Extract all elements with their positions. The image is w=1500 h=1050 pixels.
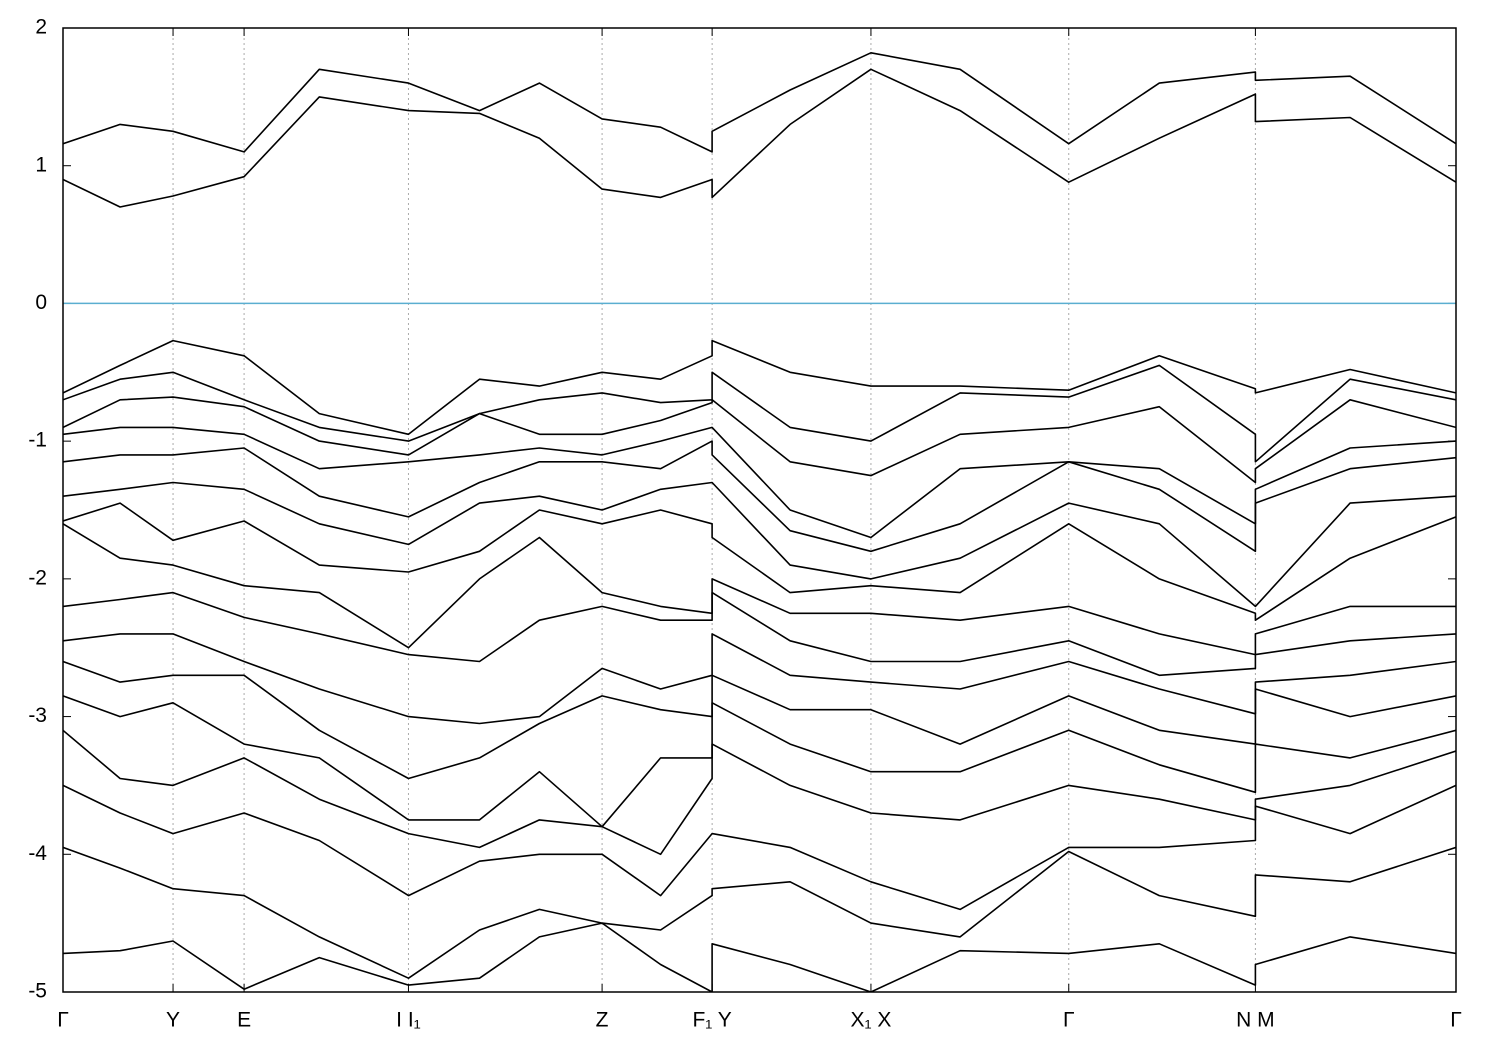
band-line — [63, 396, 1456, 484]
y-tick-label: 2 — [35, 16, 47, 39]
band-line — [63, 729, 1456, 856]
band-line — [63, 426, 1456, 539]
plot-frame — [62, 27, 1457, 993]
band-line — [63, 922, 1456, 992]
band-line — [63, 52, 1456, 153]
x-tick-label: Z — [596, 1009, 609, 1032]
band-line — [63, 68, 1456, 208]
band-line — [63, 481, 1456, 608]
y-tick-label: 0 — [35, 291, 47, 314]
label-layer: -5 -4 -3 -2 -1 0 1 2 Γ Y E I I₁ Z F₁ Y X₁ X Γ N M Γ — [28, 16, 1461, 1032]
x-tick-label: I I₁ — [396, 1009, 421, 1032]
line-layer — [63, 52, 1456, 992]
band-line — [63, 440, 1456, 553]
x-tick-label: Γ — [57, 1009, 69, 1032]
x-tick-label: F₁ Y — [692, 1009, 731, 1032]
y-tick-label: -5 — [28, 980, 47, 1003]
x-tick-label: Γ — [1063, 1009, 1075, 1032]
x-tick-label: E — [237, 1009, 251, 1032]
band-line — [63, 591, 1456, 677]
band-line — [63, 784, 1456, 911]
y-tick-label: -2 — [28, 566, 47, 589]
band-line — [63, 339, 1456, 436]
y-tick-label: -1 — [28, 429, 47, 452]
y-tick-label: 1 — [35, 153, 47, 176]
band-line — [63, 502, 1456, 621]
y-tick-label: -3 — [28, 704, 47, 727]
x-tick-label: X₁ X — [850, 1009, 891, 1032]
band-line — [63, 846, 1456, 979]
x-tick-label: Y — [166, 1009, 180, 1032]
x-tick-label: Γ — [1450, 1009, 1462, 1032]
y-tick-label: -4 — [28, 842, 47, 865]
x-tick-label: N M — [1236, 1009, 1275, 1032]
